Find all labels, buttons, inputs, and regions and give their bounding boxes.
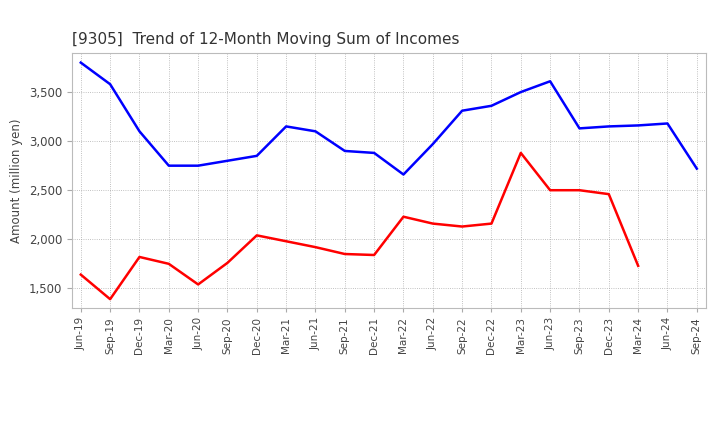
Net Income — [634, 263, 642, 268]
Y-axis label: Amount (million yen): Amount (million yen) — [10, 118, 23, 242]
Ordinary Income — [106, 81, 114, 87]
Net Income — [253, 233, 261, 238]
Net Income — [546, 187, 554, 193]
Text: [9305]  Trend of 12-Month Moving Sum of Incomes: [9305] Trend of 12-Month Moving Sum of I… — [72, 33, 459, 48]
Ordinary Income — [693, 166, 701, 171]
Net Income — [223, 260, 232, 265]
Ordinary Income — [135, 128, 144, 134]
Net Income — [194, 282, 202, 287]
Ordinary Income — [253, 153, 261, 158]
Ordinary Income — [164, 163, 173, 169]
Ordinary Income — [487, 103, 496, 108]
Net Income — [106, 297, 114, 302]
Net Income — [282, 238, 290, 244]
Net Income — [135, 254, 144, 260]
Ordinary Income — [282, 124, 290, 129]
Ordinary Income — [458, 108, 467, 114]
Ordinary Income — [575, 126, 584, 131]
Ordinary Income — [223, 158, 232, 163]
Ordinary Income — [546, 79, 554, 84]
Net Income — [341, 251, 349, 257]
Ordinary Income — [516, 89, 525, 95]
Ordinary Income — [634, 123, 642, 128]
Net Income — [399, 214, 408, 220]
Net Income — [311, 245, 320, 250]
Ordinary Income — [370, 150, 379, 156]
Ordinary Income — [311, 128, 320, 134]
Net Income — [76, 272, 85, 277]
Net Income — [428, 221, 437, 226]
Line: Ordinary Income: Ordinary Income — [81, 62, 697, 175]
Ordinary Income — [194, 163, 202, 169]
Net Income — [516, 150, 525, 156]
Net Income — [487, 221, 496, 226]
Ordinary Income — [663, 121, 672, 126]
Ordinary Income — [605, 124, 613, 129]
Net Income — [164, 261, 173, 267]
Net Income — [575, 187, 584, 193]
Line: Net Income: Net Income — [81, 153, 638, 299]
Ordinary Income — [399, 172, 408, 177]
Ordinary Income — [341, 148, 349, 154]
Ordinary Income — [428, 141, 437, 147]
Net Income — [370, 253, 379, 258]
Ordinary Income — [76, 60, 85, 65]
Net Income — [605, 191, 613, 197]
Net Income — [458, 224, 467, 229]
